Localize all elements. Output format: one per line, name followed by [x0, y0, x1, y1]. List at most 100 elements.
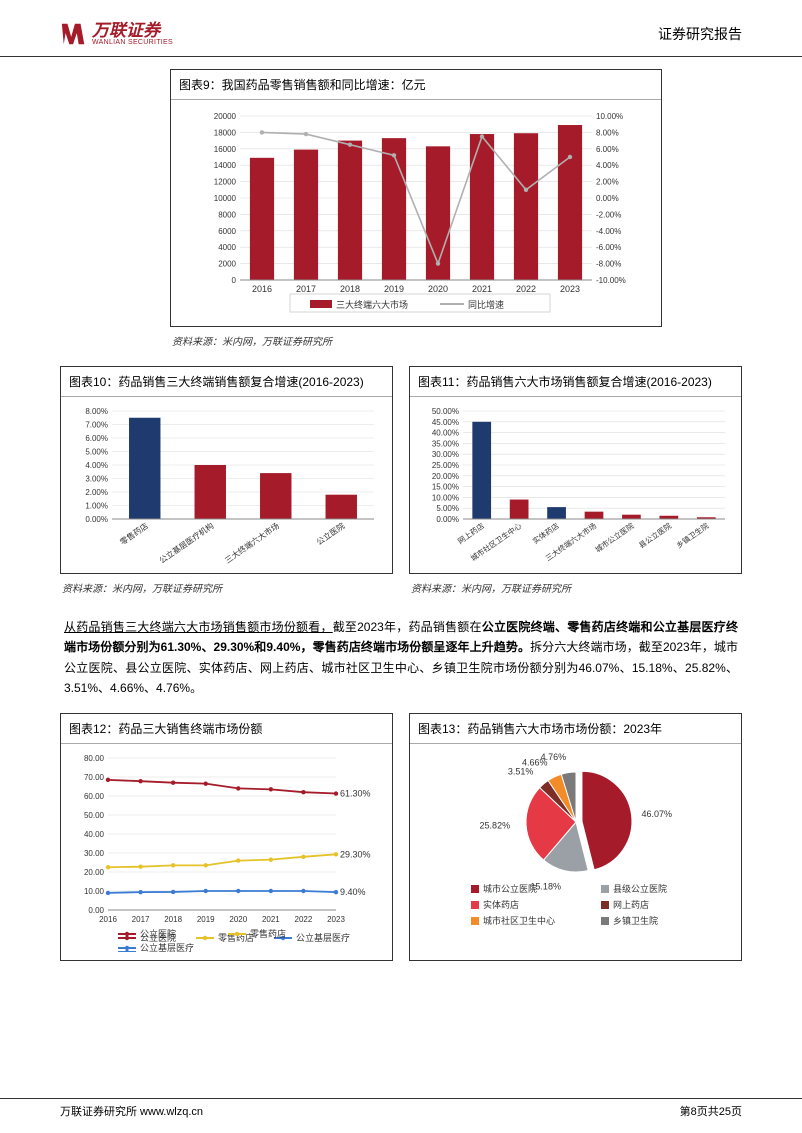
svg-text:10000: 10000: [214, 194, 237, 203]
svg-text:公立医院: 公立医院: [140, 928, 176, 939]
page-header: 万联证券 WANLIAN SECURITIES 证券研究报告: [0, 0, 802, 57]
svg-text:网上药店: 网上药店: [455, 520, 486, 546]
svg-text:0.00%: 0.00%: [85, 515, 108, 524]
svg-text:2018: 2018: [164, 915, 182, 924]
svg-text:零售药店: 零售药店: [117, 520, 149, 547]
chart10-frame: 图表10：药品销售三大终端销售额复合增速(2016-2023) 0.00% 1.0…: [60, 366, 393, 574]
svg-text:20.00%: 20.00%: [431, 472, 458, 481]
svg-text:公立基层医疗机构: 公立基层医疗机构: [157, 520, 215, 565]
svg-text:-10.00%: -10.00%: [596, 276, 626, 285]
svg-text:18000: 18000: [214, 128, 237, 137]
svg-text:2.00%: 2.00%: [596, 178, 619, 187]
chart12: 0.0010.0020.0030.0040.0050.0060.0070.008…: [72, 752, 382, 952]
svg-text:2019: 2019: [384, 284, 404, 294]
footer-right: 第8页共25页: [680, 1103, 742, 1119]
svg-text:乡镇卫生院: 乡镇卫生院: [673, 520, 710, 550]
svg-text:2020: 2020: [229, 915, 247, 924]
svg-text:2016: 2016: [252, 284, 272, 294]
svg-text:12000: 12000: [214, 178, 237, 187]
svg-text:2018: 2018: [340, 284, 360, 294]
svg-text:2017: 2017: [296, 284, 316, 294]
svg-text:2023: 2023: [327, 915, 345, 924]
svg-text:网上药店: 网上药店: [613, 899, 649, 910]
logo-cn: 万联证券: [92, 22, 173, 39]
svg-text:2021: 2021: [261, 915, 279, 924]
svg-text:-8.00%: -8.00%: [596, 260, 621, 269]
svg-text:3.51%: 3.51%: [507, 766, 533, 776]
svg-text:-2.00%: -2.00%: [596, 210, 621, 219]
logo-en: WANLIAN SECURITIES: [92, 39, 173, 46]
chart13: 46.07%15.18%25.82%3.51%4.66%4.76%城市公立医院县…: [421, 752, 731, 952]
svg-text:45.00%: 45.00%: [431, 418, 458, 427]
header-right-title: 证券研究报告: [658, 24, 742, 44]
svg-text:9.40%: 9.40%: [340, 887, 366, 897]
svg-text:40.00: 40.00: [83, 830, 104, 839]
svg-text:8.00%: 8.00%: [596, 128, 619, 137]
svg-text:5.00%: 5.00%: [85, 448, 108, 457]
svg-text:2.00%: 2.00%: [85, 488, 108, 497]
svg-text:8000: 8000: [218, 210, 236, 219]
para-t2a: 截至2023年，药品销售额在: [333, 620, 482, 634]
svg-text:10.00: 10.00: [83, 887, 104, 896]
svg-text:6000: 6000: [218, 227, 236, 236]
page-footer: 万联证券研究所 www.wlzq.cn 第8页共25页: [0, 1098, 802, 1133]
chart10-source: 资料来源：米内网，万联证券研究所: [60, 578, 393, 607]
chart11: 0.00%5.00%10.00%15.00%20.00%25.00%30.00%…: [421, 405, 731, 565]
svg-text:城市公立医院: 城市公立医院: [592, 520, 635, 554]
svg-text:4.00%: 4.00%: [596, 161, 619, 170]
chart13-frame: 图表13：药品销售六大市场市场份额：2023年 46.07%15.18%25.8…: [409, 713, 742, 961]
svg-text:5.00%: 5.00%: [436, 504, 459, 513]
svg-text:20000: 20000: [214, 112, 237, 121]
chart9-frame: 图表9：我国药品零售销售额和同比增速：亿元 0 2000 4000 6000 8000 1…: [170, 69, 662, 327]
svg-text:25.82%: 25.82%: [479, 820, 510, 830]
svg-text:公立基层医疗: 公立基层医疗: [296, 932, 350, 943]
chart9: 0200040006000800010000120001400016000180…: [196, 108, 636, 318]
svg-text:46.07%: 46.07%: [641, 808, 672, 818]
svg-text:50.00%: 50.00%: [431, 407, 458, 416]
chart10-title: 图表10：药品销售三大终端销售额复合增速(2016-2023): [61, 367, 392, 397]
svg-text:零售药店: 零售药店: [250, 928, 286, 939]
svg-text:40.00%: 40.00%: [431, 429, 458, 438]
svg-text:2017: 2017: [131, 915, 149, 924]
svg-text:0: 0: [232, 276, 237, 285]
chart11-title: 图表11：药品销售六大市场销售额复合增速(2016-2023): [410, 367, 741, 397]
svg-text:70.00: 70.00: [83, 773, 104, 782]
svg-text:2000: 2000: [218, 260, 236, 269]
chart9-title: 图表9：我国药品零售销售额和同比增速：亿元: [171, 70, 661, 100]
chart9-source: 资料来源：米内网，万联证券研究所: [170, 331, 662, 360]
wanlian-logo-icon: [60, 20, 88, 48]
logo: 万联证券 WANLIAN SECURITIES: [60, 20, 173, 48]
svg-text:16000: 16000: [214, 145, 237, 154]
svg-text:0.00: 0.00: [88, 906, 104, 915]
svg-text:实体药店: 实体药店: [530, 520, 561, 546]
svg-text:50.00: 50.00: [83, 811, 104, 820]
svg-text:61.30%: 61.30%: [340, 788, 371, 798]
svg-text:0.00%: 0.00%: [436, 515, 459, 524]
svg-text:2021: 2021: [472, 284, 492, 294]
svg-text:15.00%: 15.00%: [431, 483, 458, 492]
chart12-title: 图表12：药品三大销售终端市场份额: [61, 714, 392, 744]
svg-text:2023: 2023: [560, 284, 580, 294]
svg-text:城市社区卫生中心: 城市社区卫生中心: [483, 915, 555, 926]
svg-text:2020: 2020: [428, 284, 448, 294]
svg-text:-6.00%: -6.00%: [596, 243, 621, 252]
svg-text:3.00%: 3.00%: [85, 475, 108, 484]
svg-text:三大终端六大市场: 三大终端六大市场: [222, 520, 280, 565]
svg-text:公立基层医疗: 公立基层医疗: [140, 942, 194, 952]
svg-text:7.00%: 7.00%: [85, 421, 108, 430]
svg-text:1.00%: 1.00%: [85, 502, 108, 511]
chart10: 0.00%1.00%2.00%3.00%4.00%5.00%6.00%7.00%…: [72, 405, 382, 565]
svg-text:29.30%: 29.30%: [340, 849, 371, 859]
svg-text:2016: 2016: [99, 915, 117, 924]
svg-text:2022: 2022: [294, 915, 312, 924]
svg-text:8.00%: 8.00%: [85, 407, 108, 416]
para-u1: 从药品销售三大终端六大市场销售额市场份额看，: [64, 620, 333, 634]
svg-text:6.00%: 6.00%: [85, 434, 108, 443]
svg-text:实体药店: 实体药店: [483, 899, 519, 910]
svg-text:公立医院: 公立医院: [314, 520, 346, 547]
svg-text:4000: 4000: [218, 243, 236, 252]
svg-text:县公立医院: 县公立医院: [636, 520, 673, 550]
svg-text:25.00%: 25.00%: [431, 461, 458, 470]
svg-text:60.00: 60.00: [83, 792, 104, 801]
svg-text:三大终端六大市场: 三大终端六大市场: [336, 299, 408, 310]
